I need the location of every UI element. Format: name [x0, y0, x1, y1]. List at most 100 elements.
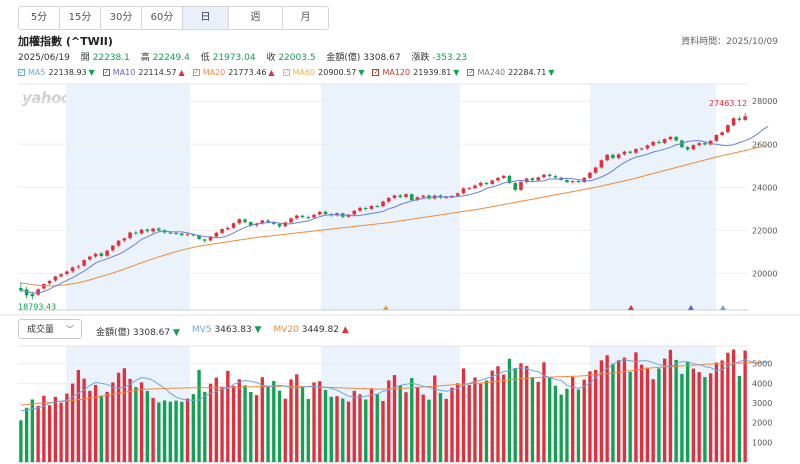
- volume-select[interactable]: 成交量 ﹀: [18, 319, 82, 339]
- low-marker-label: 18793.43: [18, 302, 56, 311]
- volume-bar: [622, 357, 627, 462]
- ma-value: 22138.93: [48, 68, 87, 77]
- ma-legend-item[interactable]: ✓ MA120 21939.81 ▼: [372, 68, 459, 77]
- volume-bar: [743, 350, 747, 462]
- candle-body: [243, 219, 247, 223]
- volume-bar: [398, 385, 402, 462]
- volume-bar: [565, 388, 569, 462]
- volume-bar: [174, 400, 178, 462]
- candle-body: [19, 288, 23, 291]
- volume-bar: [335, 396, 339, 462]
- candle-body: [122, 238, 127, 241]
- volume-bar: [36, 405, 40, 462]
- tab-5[interactable]: 週: [229, 7, 283, 29]
- volume-bar: [214, 377, 218, 462]
- volume-bar: [611, 363, 615, 462]
- volume-bar: [105, 391, 109, 462]
- checkbox-icon[interactable]: ✓: [282, 68, 290, 76]
- volume-bar: [456, 383, 460, 462]
- candle-body: [484, 183, 489, 185]
- checkbox-icon[interactable]: ✓: [372, 68, 380, 76]
- volume-bar: [691, 368, 696, 462]
- candle-body: [645, 145, 650, 149]
- volume-bar: [685, 362, 690, 462]
- candle-body: [536, 177, 540, 181]
- candle-body: [726, 125, 730, 133]
- volume-bar: [731, 349, 736, 462]
- candle-body: [565, 179, 569, 183]
- tab-4[interactable]: 日: [183, 7, 229, 29]
- candle-body: [180, 233, 184, 236]
- quote-high: 高 22249.4: [140, 53, 190, 63]
- candle-body: [634, 149, 638, 153]
- candle-body: [501, 175, 506, 178]
- ma-name: MA10: [112, 68, 136, 77]
- candle-body: [473, 185, 477, 189]
- candle-body: [220, 229, 224, 233]
- candle-body: [99, 253, 104, 256]
- candle-body: [628, 151, 632, 153]
- volume-bar: [553, 385, 558, 462]
- checkbox-icon[interactable]: ✓: [18, 68, 25, 76]
- volume-bar: [139, 382, 144, 462]
- checkbox-icon[interactable]: ✓: [192, 68, 200, 76]
- volume-bar: [726, 352, 730, 462]
- ma-name: MA20: [202, 68, 226, 77]
- volume-bar: [444, 398, 448, 462]
- candle-body: [59, 274, 63, 277]
- candle-body: [496, 177, 500, 181]
- mv5-line: [20, 359, 769, 412]
- volume-bar: [260, 377, 264, 462]
- price-tick-label: 20000: [752, 269, 777, 278]
- volume-bar: [220, 386, 224, 462]
- candle-body: [697, 143, 701, 146]
- candle-body: [76, 266, 81, 268]
- candle-body: [542, 174, 546, 178]
- event-marker-icon: [688, 305, 694, 310]
- ma-legend-item[interactable]: ✓ MA10 22114.57 ▲: [102, 68, 185, 77]
- volume-bar: [300, 386, 305, 462]
- candle-body: [392, 195, 397, 198]
- volume-bar: [674, 359, 678, 462]
- volume-bar: [295, 374, 299, 462]
- volume-bar: [542, 362, 546, 462]
- volume-bar: [111, 382, 115, 462]
- volume-bar: [582, 379, 586, 462]
- volume-bar: [203, 391, 207, 462]
- volume-bar: [680, 373, 684, 462]
- ma-legend-item[interactable]: ✓ MA20 21773.46 ▲: [192, 68, 275, 77]
- volume-bar: [99, 395, 104, 462]
- candle-body: [214, 232, 219, 237]
- candle-body: [203, 239, 207, 241]
- quote-close: 收 22003.5: [266, 53, 316, 63]
- volume-bar: [59, 402, 63, 462]
- candle-body: [352, 210, 357, 215]
- tab-2[interactable]: 30分: [101, 7, 142, 29]
- candle-body: [317, 211, 322, 215]
- ma-arrow: ▼: [453, 68, 460, 77]
- ma-legend-item[interactable]: ✓ MA5 22138.93 ▼: [18, 68, 95, 77]
- tab-1[interactable]: 15分: [60, 7, 101, 29]
- ma-legend-item[interactable]: ✓ MA60 20900.57 ▼: [282, 68, 364, 77]
- tab-0[interactable]: 5分: [19, 7, 60, 29]
- quote-date: 2025/06/19: [18, 53, 70, 63]
- volume-bar: [720, 360, 724, 462]
- volume-bar: [162, 400, 167, 462]
- volume-bar: [272, 380, 276, 462]
- checkbox-icon[interactable]: ✓: [102, 68, 110, 76]
- volume-bar: [329, 396, 333, 462]
- candle-body: [151, 228, 155, 232]
- candle-body: [139, 229, 144, 234]
- candle-body: [249, 221, 253, 226]
- volume-mv20: MV20 3449.82 ▲: [273, 325, 349, 335]
- volume-bar: [651, 379, 655, 462]
- candle-body: [668, 136, 673, 140]
- tab-3[interactable]: 60分: [142, 7, 183, 29]
- candle-body: [53, 276, 58, 281]
- ma-legend-item[interactable]: ✓ MA240 22284.71 ▼: [467, 68, 554, 77]
- quote-bar: 2025/06/19 開 22238.1 高 22249.4 低 21973.0…: [18, 50, 475, 63]
- tab-6[interactable]: 月: [300, 12, 311, 23]
- candle-body: [36, 289, 40, 295]
- checkbox-icon[interactable]: ✓: [467, 68, 475, 76]
